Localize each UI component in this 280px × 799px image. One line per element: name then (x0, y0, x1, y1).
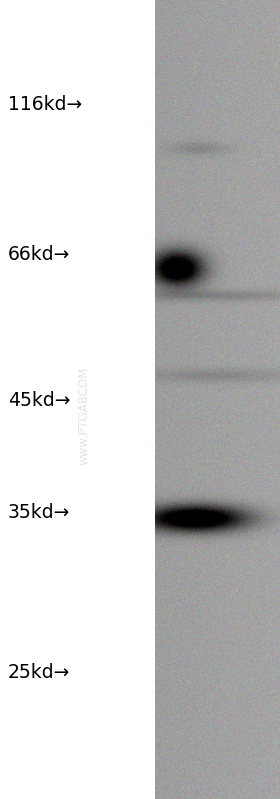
Text: 35kd→: 35kd→ (8, 503, 70, 522)
Text: 45kd→: 45kd→ (8, 391, 71, 410)
Text: 25kd→: 25kd→ (8, 663, 70, 682)
Text: 116kd→: 116kd→ (8, 96, 82, 114)
Text: www.PTGABCOM: www.PTGABCOM (78, 366, 90, 465)
Text: 66kd→: 66kd→ (8, 245, 70, 264)
